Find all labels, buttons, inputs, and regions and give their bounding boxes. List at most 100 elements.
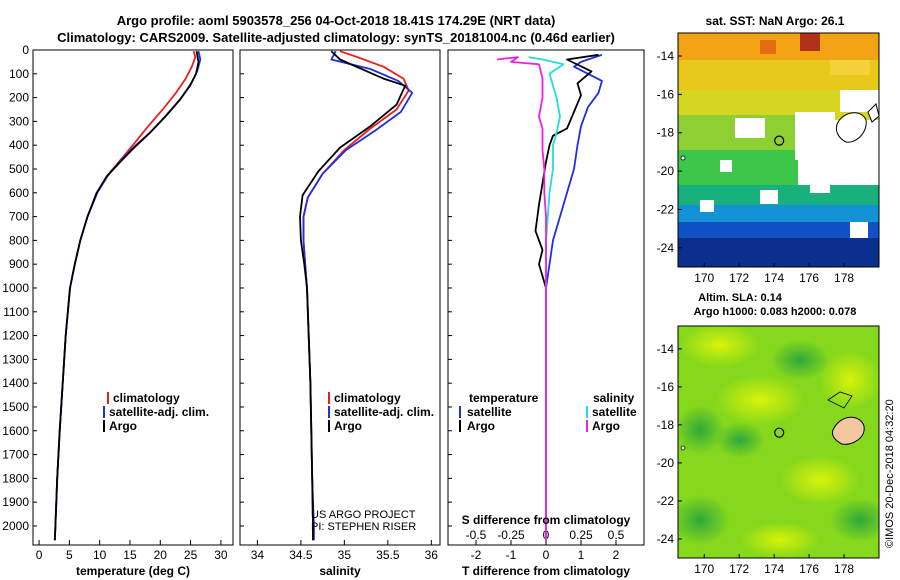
map-x-tick-label: 172 [729,271,749,285]
depth-tick-label: 400 [9,138,29,152]
temperature-x-axis: 0 5 10 15 20 25 30 [36,540,228,562]
legend-label-climatology: climatology [334,391,401,405]
series-line-argo [299,50,407,541]
x-tick-label: 1 [578,548,585,562]
depth-tick-label: 200 [9,91,29,105]
map-y-tick-label: -24 [657,241,675,255]
map-x-tick-label: 178 [834,562,854,576]
map-y-tick-label: -18 [657,418,675,432]
series-line-climatology [53,50,197,541]
argo-float-marker [774,135,785,146]
map-y-tick-label: -14 [657,49,675,63]
map-y-tick-label: -16 [657,87,675,101]
x-tick-label: -2 [471,548,482,562]
depth-tick-label: 1900 [2,495,29,509]
salinity-series [299,50,414,541]
difference-series [496,53,603,541]
sla-map-title: Altim. SLA: 0.14 [698,292,783,304]
sla-map-frame [677,325,880,559]
series-line-climatology [302,50,410,541]
depth-tick-label: 1400 [2,376,29,390]
x-tick-label: 10 [93,548,107,562]
sla-map-subtitle: Argo h1000: 0.083 h2000: 0.078 [694,306,857,318]
legend-label-climatology: climatology [113,391,180,405]
legend-label-argo: Argo [109,419,137,433]
salinity-xlabel: salinity [319,564,361,578]
salinity-x-axis: 34 34.5 35 35.5 36 [251,540,438,562]
map-x-tick-label: 176 [799,562,819,576]
legend-label-argo: Argo [334,419,362,433]
x-tick-label: 30 [214,548,228,562]
depth-tick-label: 2000 [2,519,29,533]
x-tick-label-top: -0.25 [497,528,525,542]
map-y-tick-label: -14 [657,342,675,356]
depth-tick-label: 500 [9,162,29,176]
x-tick-label: 34.5 [289,548,313,562]
salinity-legend: climatology satellite-adj. clim. Argo [328,391,434,433]
difference-x-axis: -2 -1 0 1 2 [471,540,620,562]
series-line-t-satellite [545,53,603,541]
map-y-tick-label: -18 [657,126,675,140]
series-line-s-argo [496,56,547,541]
map-x-tick-label: 174 [764,271,784,285]
depth-tick-label: 700 [9,210,29,224]
temperature-axes [32,49,234,546]
temperature-legend: climatology satellite-adj. clim. Argo [103,391,209,433]
map-x-tick-label: 170 [694,271,714,285]
legend-label-t-satellite: satellite [467,405,512,419]
legend-title-salinity: salinity [593,391,635,405]
argo-float-marker [774,427,785,438]
map-y-tick-label: -16 [657,380,675,394]
depth-tick-label: 0 [22,43,29,57]
legend-label-s-satellite: satellite [592,405,637,419]
legend-label-s-argo: Argo [592,419,620,433]
x-tick-label-top: -0.5 [466,528,487,542]
map-y-tick-label: -20 [657,164,675,178]
temperature-series [53,50,202,541]
x-tick-label: 15 [123,548,137,562]
x-tick-label: 20 [154,548,168,562]
t-difference-xlabel: T difference from climatology [462,564,630,578]
x-tick-label: 0 [543,548,550,562]
map-x-tick-label: 170 [694,562,714,576]
legend-label-satellite: satellite-adj. clim. [334,405,434,419]
x-tick-label: 35 [338,548,352,562]
x-tick-label: 5 [66,548,73,562]
sst-map-title: sat. SST: NaN Argo: 26.1 [706,14,845,28]
x-tick-label: 0 [36,548,43,562]
x-tick-label: 2 [613,548,620,562]
x-tick-label-top: 0.5 [608,528,625,542]
map-y-tick-label: -24 [657,532,675,546]
map-x-tick-label: 174 [764,562,784,576]
temperature-xlabel: temperature (deg C) [76,564,190,578]
map-y-tick-label: -22 [657,494,675,508]
sst-map-x-axis: 170 172 174 176 178 [694,263,854,285]
sla-map-y-axis: -14 -16 -18 -20 -22 -24 [657,342,682,546]
depth-tick-label: 1300 [2,352,29,366]
depth-tick-label: 1700 [2,448,29,462]
map-x-tick-label: 176 [799,271,819,285]
salinity-axes [239,49,441,546]
x-tick-label: 35.5 [376,548,400,562]
sst-map-frame [677,32,880,268]
legend-label-t-argo: Argo [467,419,495,433]
depth-tick-label: 1500 [2,400,29,414]
legend-title-temperature: temperature [469,391,539,405]
s-difference-xlabel: S difference from climatology [462,513,631,527]
depth-tick-label: 300 [9,114,29,128]
sla-map-field [678,326,879,558]
sla-map-x-axis: 170 172 174 176 178 [694,554,854,576]
map-y-tick-label: -20 [657,456,675,470]
depth-tick-label: 1200 [2,329,29,343]
series-line-satellite-adj-clim- [302,50,414,541]
depth-tick-label: 1800 [2,471,29,485]
map-x-tick-label: 172 [729,562,749,576]
depth-tick-label: 600 [9,186,29,200]
imos-stamp: ©IMOS 20-Dec-2018 04:32:20 [884,399,896,548]
x-tick-label-top: 0.25 [569,528,593,542]
map-y-tick-label: -22 [657,202,675,216]
depth-tick-label: 800 [9,233,29,247]
depth-tick-label: 900 [9,257,29,271]
map-x-tick-label: 178 [834,271,854,285]
